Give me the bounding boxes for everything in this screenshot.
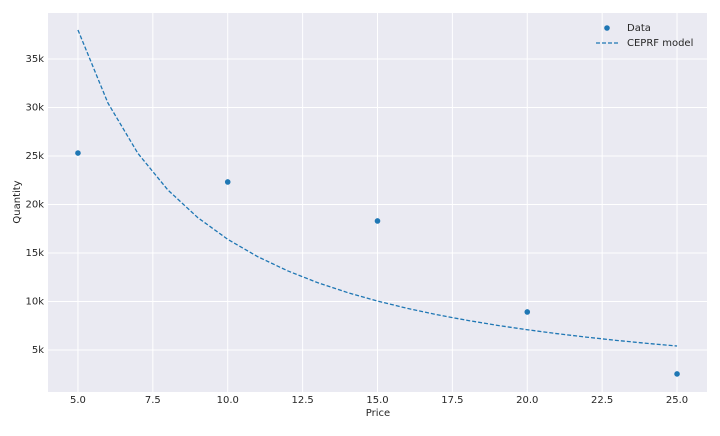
y-tick-label: 25k — [25, 151, 44, 162]
model-line — [77, 29, 678, 347]
legend-label: CEPRF model — [627, 38, 693, 49]
x-tick-label: 7.5 — [145, 395, 161, 406]
legend-marker — [604, 25, 610, 31]
y-tick-label: 20k — [25, 199, 44, 210]
data-point — [374, 218, 381, 224]
x-tick-label: 15.0 — [366, 395, 388, 406]
data-point — [75, 150, 81, 156]
x-axis-label: Price — [366, 408, 390, 419]
y-tick-label: 15k — [25, 248, 44, 259]
y-tick-label: 30k — [25, 102, 44, 113]
y-tick-label: 5k — [32, 345, 44, 356]
legend-label: Data — [627, 23, 651, 34]
x-tick-label: 10.0 — [217, 395, 239, 406]
x-tick-label: 25.0 — [666, 395, 688, 406]
x-tick-label: 12.5 — [291, 395, 313, 406]
x-tick-label: 22.5 — [591, 395, 613, 406]
y-axis-label: Quantity — [12, 180, 23, 223]
x-tick-label: 5.0 — [70, 395, 86, 406]
data-point — [224, 179, 231, 185]
y-tick-label: 10k — [25, 296, 44, 307]
data-point — [524, 309, 531, 315]
data-point — [674, 371, 680, 377]
y-tick-label: 35k — [25, 54, 44, 65]
x-tick-label: 17.5 — [441, 395, 463, 406]
x-tick-label: 20.0 — [516, 395, 538, 406]
